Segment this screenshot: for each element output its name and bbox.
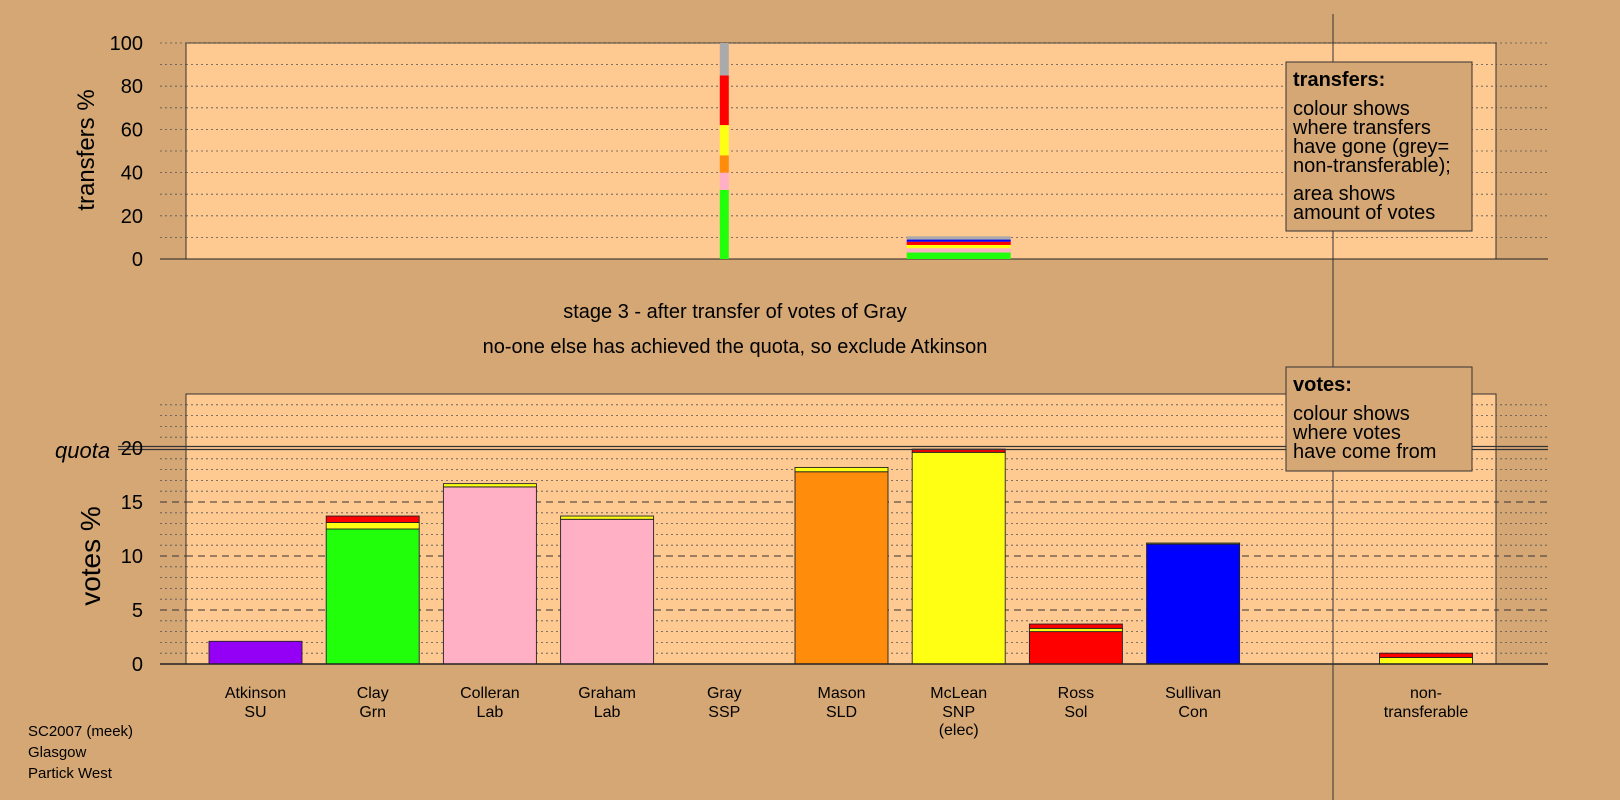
nontransferable-label: transferable [1384,704,1469,721]
candidate-party-label: SU [244,704,266,721]
candidate-bar-segment [1028,631,1123,665]
transfers-legend-line: area shows [1293,183,1395,205]
transfer-bar-segment [906,244,1011,249]
transfers-y-tick: 100 [110,33,143,55]
transfer-bar-segment [719,43,729,76]
votes-y-tick: 20 [121,438,143,460]
transfer-bar-segment [906,248,1011,253]
nontransferable-bar-segment [1379,652,1473,658]
candidate-name-label: Graham [578,685,636,702]
votes-y-tick-labels: 0 5 10 15 20 [121,438,143,676]
candidate-bar-segment [325,515,420,523]
candidate-name-label: Mason [817,685,865,702]
transfers-y-tick: 40 [121,163,143,185]
candidate-bar-segment [1146,542,1241,545]
votes-legend: votes: colour shows where votes have com… [1285,366,1473,472]
transfers-y-tick: 0 [132,249,143,271]
footer: SC2007 (meek) Glasgow Partick West [28,723,133,782]
transfers-gridlines-over [160,42,1548,260]
candidate-bar-segment [560,518,655,665]
candidate-bar-segment [794,466,889,473]
transfers-legend-line: have gone (grey= [1293,136,1449,158]
transfers-legend: transfers: colour shows where transfers … [1285,61,1473,232]
candidate-bar-segment [560,515,655,520]
candidate-party-label: SSP [708,704,740,721]
candidate-party-label: Con [1178,704,1207,721]
transfer-bar-segment [906,239,1011,242]
candidate-note-label: (elec) [939,722,979,739]
transfer-bar-segment [719,155,729,173]
transfer-bar-segment [906,252,1011,259]
votes-y-tick: 0 [132,654,143,676]
votes-legend-line: colour shows [1293,403,1410,425]
transfer-bar-segment [719,75,729,126]
transfers-legend-line: amount of votes [1293,202,1435,224]
votes-legend-line: where votes [1292,422,1401,444]
candidate-party-label: SLD [826,704,857,721]
transfers-y-axis-label: transfers % [73,89,100,210]
nontransferable-label: non- [1410,685,1442,702]
footer-line: Partick West [28,765,113,782]
transfers-legend-line: colour shows [1293,98,1410,120]
candidate-bar-segment [911,451,1006,665]
candidate-bar-segment [794,471,889,665]
votes-y-tick: 15 [121,492,143,514]
candidate-name-label: Gray [707,685,742,702]
transfer-bar-segment [906,236,1011,240]
candidate-name-label: Ross [1058,685,1094,702]
transfers-y-tick: 20 [121,206,143,228]
transfers-y-tick-labels: 0 20 40 60 80 100 [110,33,143,271]
candidate-bar-segment [1146,543,1241,665]
footer-line: SC2007 (meek) [28,723,133,740]
candidate-party-label: Grn [359,704,386,721]
transfers-legend-title: transfers: [1293,69,1385,91]
votes-legend-line: have come from [1293,441,1436,463]
candidate-bar-segment [325,522,420,530]
stage-title: stage 3 - after transfer of votes of Gra… [563,301,907,323]
candidate-name-label: Clay [357,685,389,702]
candidate-party-label: Sol [1064,704,1087,721]
votes-y-axis-label: votes % [75,506,106,606]
stage-subtitle: no-one else has achieved the quota, so e… [483,336,988,358]
candidate-name-label: Sullivan [1165,685,1221,702]
votes-y-tick: 10 [121,546,143,568]
transfers-bars [719,43,1011,259]
transfer-bar-segment [719,172,729,190]
candidate-bar-segment [442,483,537,488]
candidate-party-label: SNP [942,704,975,721]
candidate-name-label: Atkinson [225,685,286,702]
votes-legend-title: votes: [1293,374,1352,396]
candidate-name-label: McLean [930,685,987,702]
footer-line: Glasgow [28,744,87,761]
candidate-bar-segment [1028,623,1123,629]
nontransferable-bar-segment [1379,657,1473,665]
transfers-legend-line: non-transferable); [1293,155,1451,177]
transfers-y-tick: 80 [121,76,143,98]
transfer-bar-segment [719,125,729,156]
candidate-bar-segment [325,528,420,665]
quota-label: quota [55,438,110,463]
votes-bars [118,445,1548,665]
transfers-y-tick: 60 [121,119,143,141]
candidate-party-label: Lab [594,704,621,721]
transfer-bar-segment [719,189,729,259]
votes-y-tick: 5 [132,600,143,622]
candidate-bar-segment [1028,627,1123,633]
candidate-labels: Atkinson SU Clay Grn Colleran Lab Graham Lab Gra… [225,685,1469,739]
transfer-bar-segment [906,241,1011,245]
candidate-bar-segment [208,640,303,665]
transfers-legend-line: where transfers [1292,117,1431,139]
candidate-party-label: Lab [477,704,504,721]
candidate-bar-segment [442,486,537,665]
candidate-name-label: Colleran [460,685,520,702]
